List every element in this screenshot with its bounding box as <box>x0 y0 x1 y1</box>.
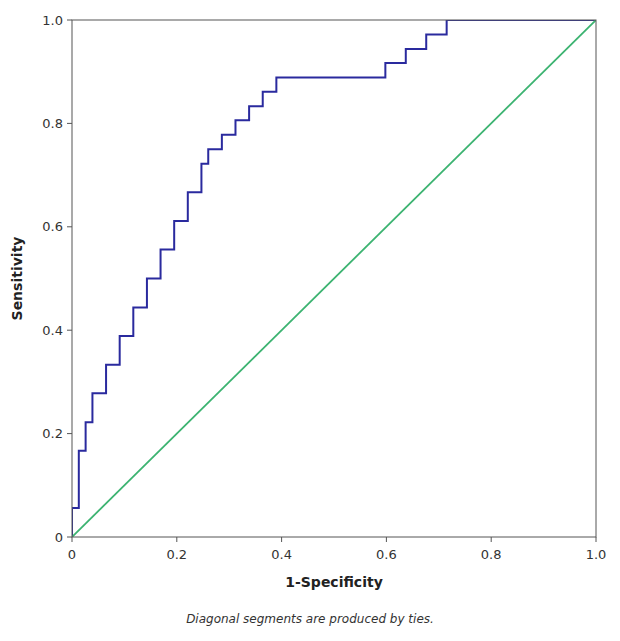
background <box>0 0 620 641</box>
x-tick-label: 0.2 <box>166 547 187 562</box>
x-tick <box>386 537 387 542</box>
y-tick-label: 0.4 <box>42 323 63 338</box>
x-tick <box>491 537 492 542</box>
y-tick-label: 0.6 <box>42 219 63 234</box>
x-tick-label: 0.6 <box>376 547 397 562</box>
y-tick <box>67 123 72 124</box>
y-tick <box>67 20 72 21</box>
chart: 0 0.2 0.4 0.6 0.8 1.0 0 0.2 0.4 0.6 0.8 1.0 1-Specif… <box>0 0 620 641</box>
x-tick-label: 1.0 <box>586 547 607 562</box>
plot-area <box>72 20 596 537</box>
y-axis-label: Sensitivity <box>9 237 25 321</box>
reference-line <box>72 20 596 537</box>
x-tick-label: 0.4 <box>271 547 292 562</box>
x-tick-label: 0 <box>68 547 76 562</box>
y-tick-label: 0.8 <box>42 116 63 131</box>
x-tick-label: 0.8 <box>481 547 502 562</box>
caption: Diagonal segments are produced by ties. <box>186 612 434 626</box>
roc-curve <box>72 20 596 537</box>
x-tick <box>72 537 73 542</box>
y-tick <box>67 537 72 538</box>
y-tick <box>67 433 72 434</box>
y-tick <box>67 330 72 331</box>
x-tick <box>596 537 597 542</box>
x-tick <box>176 537 177 542</box>
x-axis-label: 1-Specificity <box>285 574 383 590</box>
y-tick <box>67 226 72 227</box>
y-tick-label: 0.2 <box>42 426 63 441</box>
y-tick-label: 0 <box>55 530 63 545</box>
x-tick <box>281 537 282 542</box>
plot-frame <box>72 20 596 537</box>
axes: 0 0.2 0.4 0.6 0.8 1.0 0 0.2 0.4 0.6 0.8 1.0 <box>42 13 606 563</box>
y-tick-label: 1.0 <box>42 13 63 28</box>
